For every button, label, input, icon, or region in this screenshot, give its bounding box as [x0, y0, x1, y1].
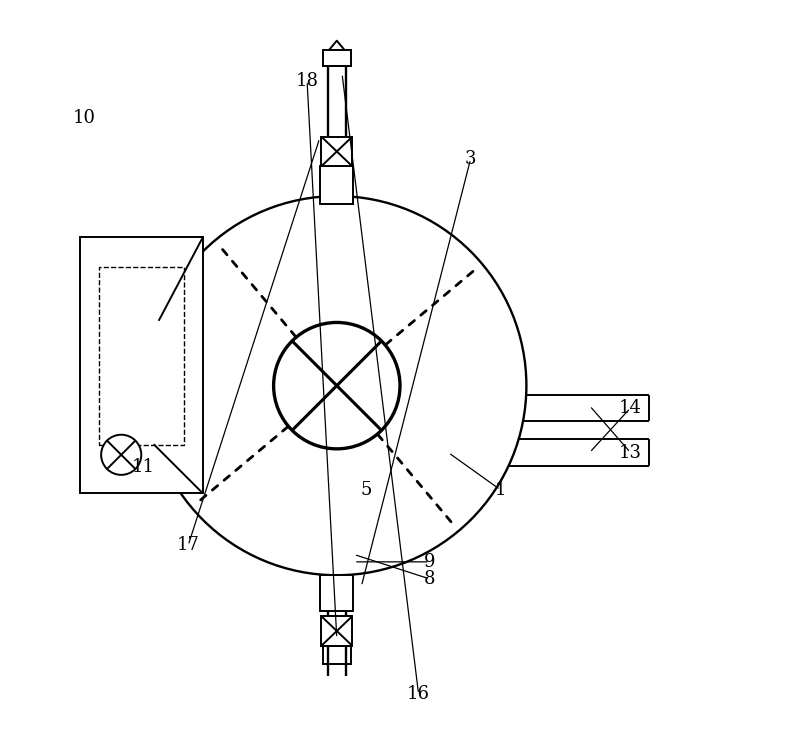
Text: 9: 9 — [424, 553, 435, 571]
Text: 1: 1 — [494, 481, 506, 499]
Bar — [322, 136, 352, 166]
Text: 8: 8 — [424, 570, 435, 588]
Text: 14: 14 — [619, 399, 642, 417]
Text: 10: 10 — [73, 109, 95, 127]
Circle shape — [101, 434, 142, 475]
Bar — [322, 646, 351, 664]
Text: 16: 16 — [407, 685, 430, 703]
Text: 17: 17 — [177, 536, 199, 554]
Circle shape — [147, 196, 526, 575]
Bar — [80, 237, 203, 494]
Bar — [322, 49, 351, 66]
Text: 11: 11 — [132, 458, 155, 476]
Bar — [321, 166, 353, 204]
Bar — [99, 267, 185, 445]
Text: 13: 13 — [619, 443, 642, 461]
Text: 3: 3 — [465, 150, 476, 168]
Circle shape — [274, 323, 400, 449]
Text: 5: 5 — [361, 481, 372, 499]
Text: 18: 18 — [295, 72, 318, 90]
Bar — [321, 575, 353, 611]
Bar — [322, 616, 352, 646]
